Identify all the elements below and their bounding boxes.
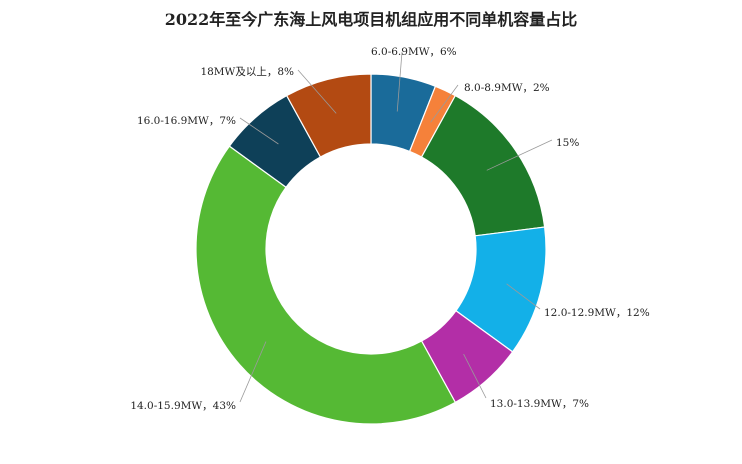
slice-label-6: 14.0-15.9MW，43% bbox=[130, 400, 236, 412]
leader-lines-group bbox=[239, 51, 553, 403]
leader-line-1 bbox=[396, 51, 403, 112]
slice-label-3: 15% bbox=[556, 137, 579, 149]
leader-line-4 bbox=[506, 283, 541, 310]
slice-label-5: 13.0-13.9MW，7% bbox=[490, 398, 589, 410]
leader-line-3 bbox=[486, 139, 553, 171]
slice-6[interactable] bbox=[195, 145, 457, 425]
slice-label-2: 8.0-8.9MW，2% bbox=[464, 82, 550, 94]
leader-line-2 bbox=[430, 84, 459, 123]
leader-line-7 bbox=[239, 117, 279, 145]
slice-label-7: 16.0-16.9MW，7% bbox=[137, 115, 236, 127]
slice-label-4: 12.0-12.9MW，12% bbox=[544, 307, 650, 319]
slice-label-1: 6.0-6.9MW，6% bbox=[371, 46, 457, 58]
labels-group: 6.0-6.9MW，6% 8.0-8.9MW，2% 15% 12.0-12.9MW，1… bbox=[130, 46, 649, 412]
leader-line-8 bbox=[297, 69, 337, 114]
leader-line-6 bbox=[239, 341, 267, 403]
slice-8[interactable] bbox=[285, 73, 372, 158]
chart-title: 2022年至今广东海上风电项目机组应用不同单机容量占比 bbox=[165, 10, 578, 29]
leader-line-5 bbox=[463, 353, 487, 399]
slices-group bbox=[195, 73, 547, 425]
slice-label-8: 18MW及以上，8% bbox=[200, 66, 294, 78]
